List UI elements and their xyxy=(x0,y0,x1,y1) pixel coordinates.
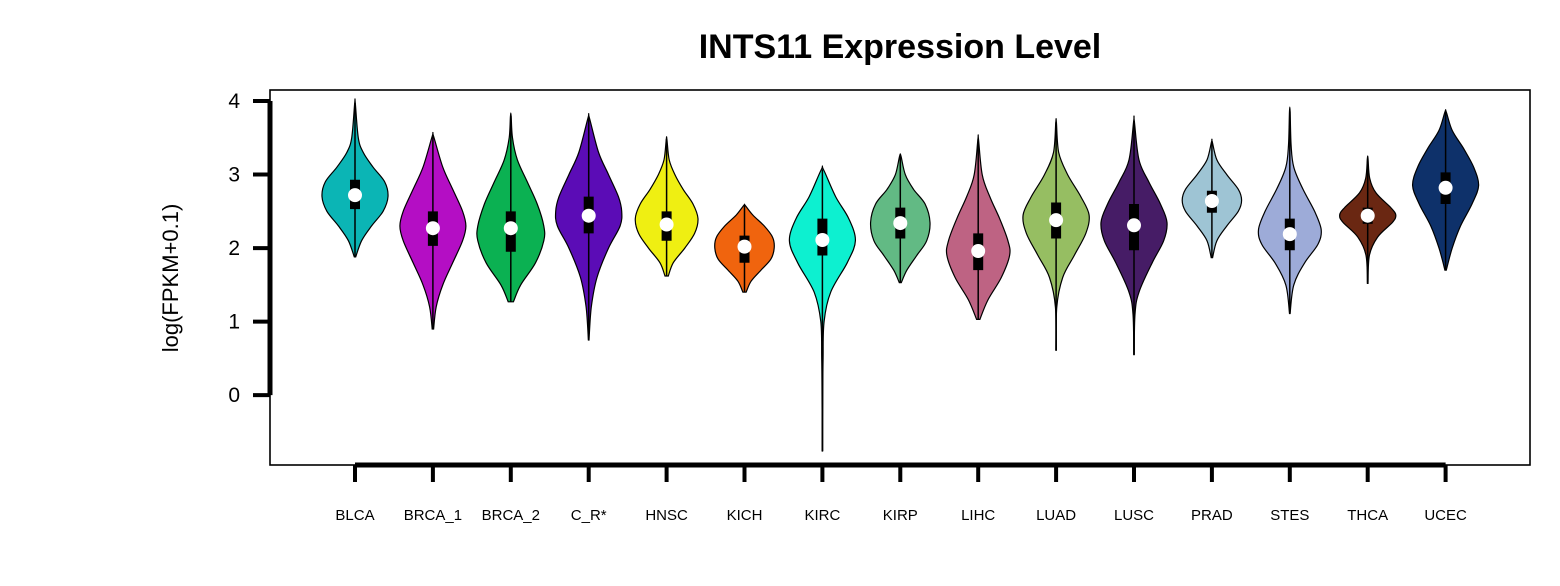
y-tick-label: 4 xyxy=(228,90,240,113)
violin-prad xyxy=(1181,138,1243,259)
x-axis: BLCA BRCA_1 BRCA_2 C_R* HNSC KICH KIRC KIRP LIHC… xyxy=(335,462,1467,524)
violin-lihc xyxy=(945,134,1011,320)
x-tick-label: KICH xyxy=(727,507,763,524)
median-point xyxy=(1127,218,1141,233)
x-tick-label: LUSC xyxy=(1114,507,1154,524)
y-axis-label: log(FPKM+0.1) xyxy=(158,204,183,353)
x-tick-label: KIRP xyxy=(883,507,918,524)
median-point xyxy=(1438,180,1453,195)
violin-c-r- xyxy=(554,113,623,341)
y-tick-label: 3 xyxy=(228,164,240,187)
violin-blca xyxy=(321,98,389,258)
y-tick-label: 1 xyxy=(228,311,240,334)
violin-ucec xyxy=(1411,109,1480,271)
violin-brca-1 xyxy=(399,131,467,330)
violin-kich xyxy=(714,203,775,293)
y-axis: 0 1 2 3 4 xyxy=(228,90,273,407)
y-tick-label: 0 xyxy=(228,384,240,407)
median-point xyxy=(737,239,752,254)
chart-title: INTS11 Expression Level xyxy=(699,28,1102,66)
violin-kirc xyxy=(788,165,857,452)
violin-luad xyxy=(1022,117,1090,351)
violin-lusc xyxy=(1100,115,1168,356)
median-point xyxy=(581,208,596,223)
median-point xyxy=(348,188,362,203)
median-point xyxy=(425,221,440,236)
median-point xyxy=(815,233,830,247)
violin-stes xyxy=(1257,106,1322,315)
median-point xyxy=(1049,213,1064,228)
violin-thca xyxy=(1339,155,1397,284)
violin-hnsc xyxy=(634,136,699,277)
x-tick-label: C_R* xyxy=(571,507,607,524)
x-tick-label: BLCA xyxy=(335,507,374,524)
median-point xyxy=(893,216,908,231)
violin-kirp xyxy=(869,153,931,284)
x-tick-label: THCA xyxy=(1347,507,1388,524)
median-point xyxy=(659,217,674,232)
median-point xyxy=(1282,227,1297,242)
median-point xyxy=(503,221,518,236)
x-tick-label: LUAD xyxy=(1036,507,1076,524)
x-tick-label: KIRC xyxy=(804,507,840,524)
x-tick-label: BRCA_2 xyxy=(482,507,540,524)
x-tick-label: HNSC xyxy=(645,507,688,524)
y-tick-label: 2 xyxy=(228,237,240,260)
median-point xyxy=(1360,208,1375,223)
x-tick-label: BRCA_1 xyxy=(404,507,462,524)
violin-brca-2 xyxy=(476,112,546,303)
violins xyxy=(321,98,1480,452)
median-point xyxy=(1204,194,1219,209)
x-tick-label: PRAD xyxy=(1191,507,1233,524)
x-tick-label: STES xyxy=(1270,507,1309,524)
x-tick-label: UCEC xyxy=(1424,507,1467,524)
median-point xyxy=(971,244,986,259)
x-tick-label: LIHC xyxy=(961,507,995,524)
